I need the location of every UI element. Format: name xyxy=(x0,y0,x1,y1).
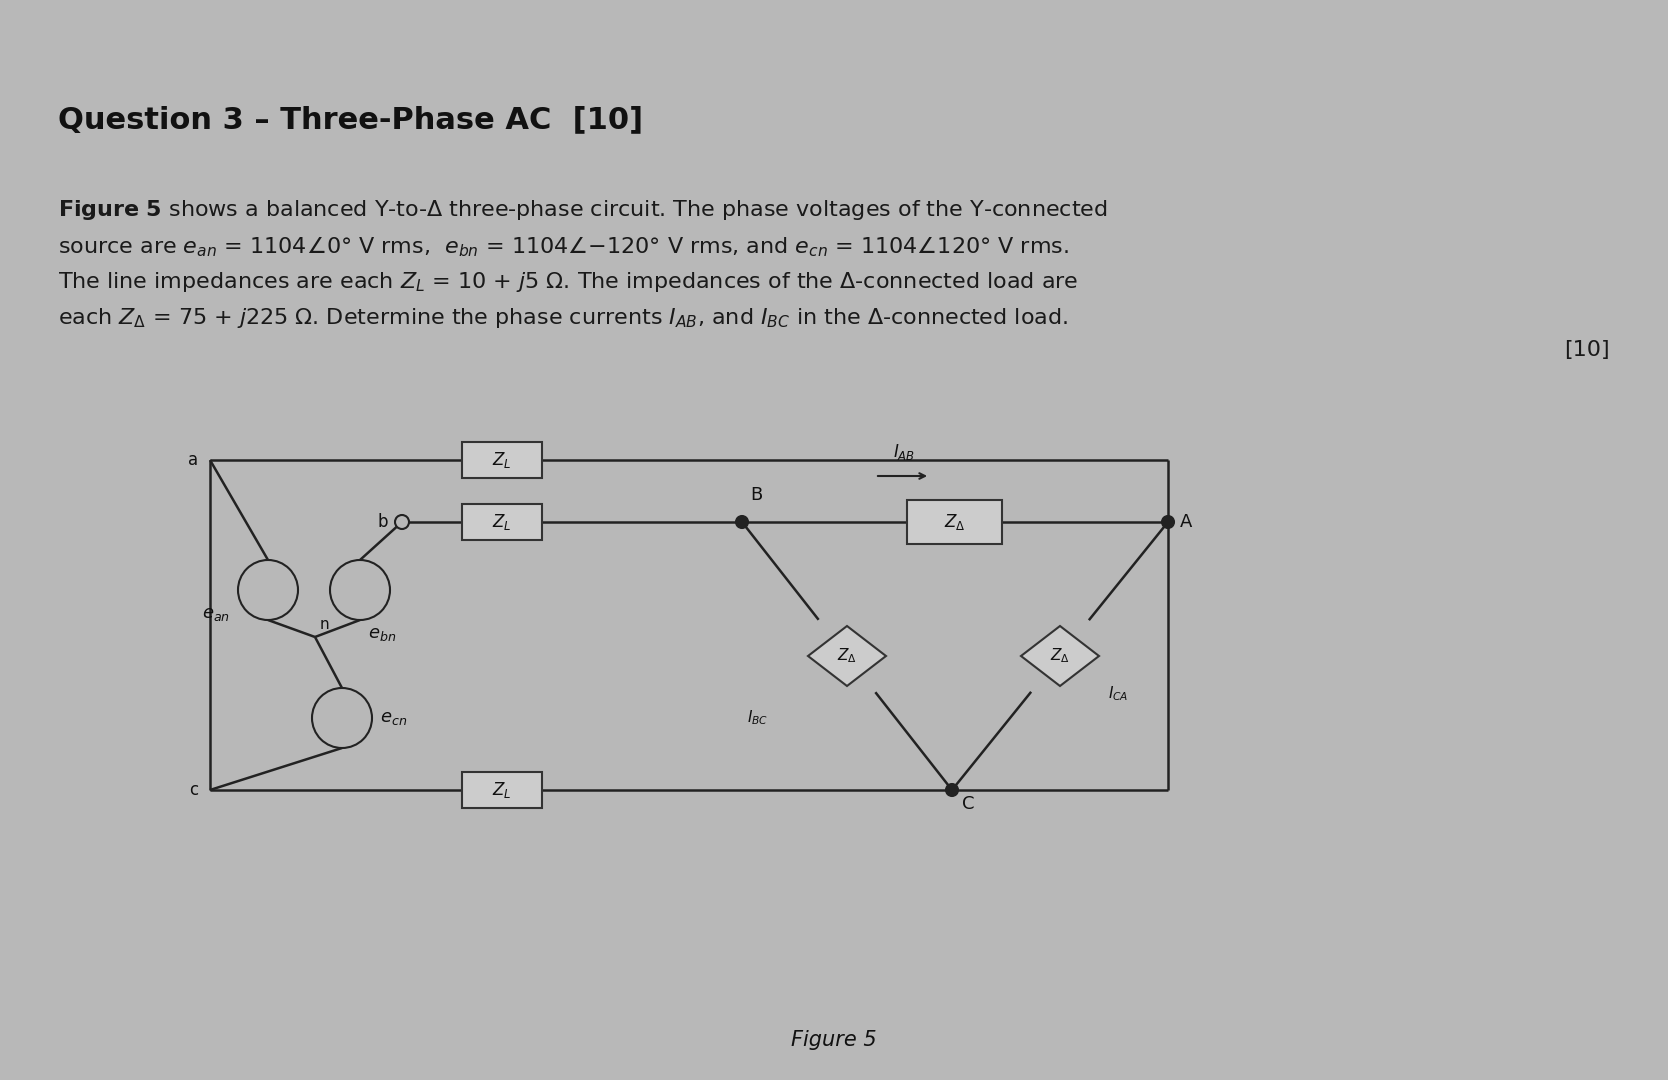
Text: $e_{cn}$: $e_{cn}$ xyxy=(380,708,407,727)
Text: $Z_\Delta$: $Z_\Delta$ xyxy=(1051,647,1069,665)
Text: $e_{bn}$: $e_{bn}$ xyxy=(369,625,397,643)
Bar xyxy=(907,500,1002,544)
Bar xyxy=(462,772,542,808)
Bar xyxy=(462,504,542,540)
Text: $I_{CA}$: $I_{CA}$ xyxy=(1108,684,1129,703)
Text: source are $e_{an}$ = 1104$\angle$0° V rms,  $e_{bn}$ = 1104$\angle$$-$120° V rm: source are $e_{an}$ = 1104$\angle$0° V r… xyxy=(58,234,1069,258)
Text: The line impedances are each $Z_L$ = 10 + $j$5 $\Omega$. The impedances of the $: The line impedances are each $Z_L$ = 10 … xyxy=(58,270,1079,294)
Text: Question 3 – Three-Phase AC  [10]: Question 3 – Three-Phase AC [10] xyxy=(58,105,644,134)
Circle shape xyxy=(312,688,372,748)
Circle shape xyxy=(946,784,957,796)
Circle shape xyxy=(736,516,747,528)
Text: $I_{AB}$: $I_{AB}$ xyxy=(892,442,916,462)
Text: a: a xyxy=(188,451,198,469)
Polygon shape xyxy=(807,626,886,686)
Text: A: A xyxy=(1179,513,1193,531)
Circle shape xyxy=(1163,516,1174,528)
Text: $Z_L$: $Z_L$ xyxy=(492,450,512,470)
Text: $Z_L$: $Z_L$ xyxy=(492,780,512,800)
Text: c: c xyxy=(188,781,198,799)
Text: each $Z_\Delta$ = 75 + $j$225 $\Omega$. Determine the phase currents $I_{AB}$, a: each $Z_\Delta$ = 75 + $j$225 $\Omega$. … xyxy=(58,306,1068,330)
Text: [10]: [10] xyxy=(1565,340,1610,360)
Text: b: b xyxy=(377,513,389,531)
Text: $Z_L$: $Z_L$ xyxy=(492,512,512,532)
Text: $Z_\Delta$: $Z_\Delta$ xyxy=(837,647,857,665)
Text: Figure 5: Figure 5 xyxy=(791,1030,877,1050)
Circle shape xyxy=(239,561,299,620)
Text: $\bf{Figure\ 5}$ shows a balanced Y-to-$\Delta$ three-phase circuit. The phase v: $\bf{Figure\ 5}$ shows a balanced Y-to-$… xyxy=(58,198,1108,222)
Text: $Z_\Delta$: $Z_\Delta$ xyxy=(944,512,966,532)
Text: B: B xyxy=(751,486,762,504)
Text: n: n xyxy=(320,617,330,632)
Text: $e_{an}$: $e_{an}$ xyxy=(202,605,230,623)
Text: C: C xyxy=(962,795,974,813)
Bar xyxy=(462,442,542,478)
Polygon shape xyxy=(1021,626,1099,686)
Circle shape xyxy=(395,515,409,529)
Text: $I_{BC}$: $I_{BC}$ xyxy=(747,708,769,727)
Circle shape xyxy=(330,561,390,620)
